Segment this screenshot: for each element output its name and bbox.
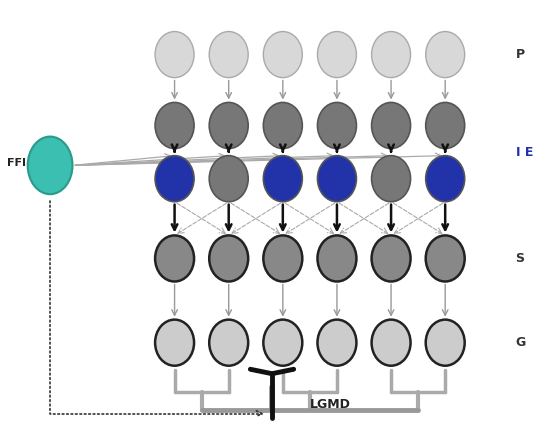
Ellipse shape [318,32,356,78]
Ellipse shape [426,103,465,149]
Ellipse shape [426,235,465,281]
Ellipse shape [155,235,194,281]
Text: LGMD: LGMD [310,398,351,411]
Ellipse shape [263,156,302,202]
Ellipse shape [372,320,411,366]
Ellipse shape [318,103,356,149]
Ellipse shape [372,103,411,149]
Ellipse shape [155,320,194,366]
Ellipse shape [263,103,302,149]
Ellipse shape [209,320,248,366]
Text: P: P [516,48,524,61]
Ellipse shape [372,156,411,202]
Ellipse shape [209,235,248,281]
Ellipse shape [426,156,465,202]
Ellipse shape [263,320,302,366]
Ellipse shape [155,32,194,78]
Ellipse shape [318,320,356,366]
Text: FFI: FFI [7,158,26,168]
Ellipse shape [426,320,465,366]
Text: G: G [516,336,526,349]
Ellipse shape [263,235,302,281]
Ellipse shape [209,156,248,202]
Ellipse shape [318,156,356,202]
Ellipse shape [155,103,194,149]
Text: S: S [516,252,524,265]
Ellipse shape [263,32,302,78]
Ellipse shape [318,235,356,281]
Ellipse shape [155,156,194,202]
Ellipse shape [372,235,411,281]
Ellipse shape [28,136,72,194]
Ellipse shape [372,32,411,78]
Text: I E: I E [516,145,533,159]
Ellipse shape [209,32,248,78]
Ellipse shape [209,103,248,149]
Ellipse shape [426,32,465,78]
